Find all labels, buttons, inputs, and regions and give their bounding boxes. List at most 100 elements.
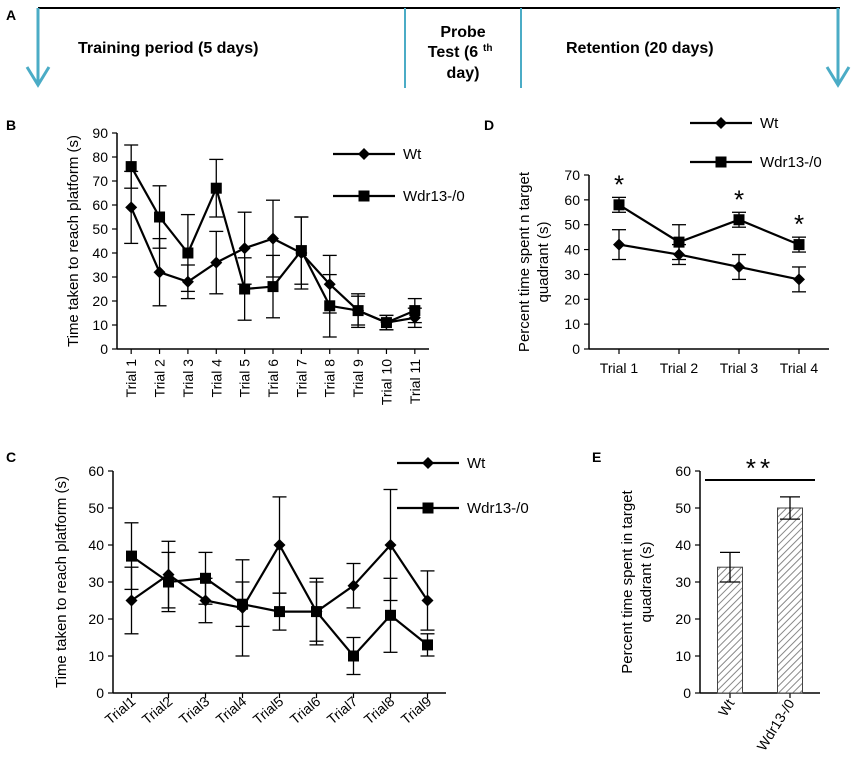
x-tick-label: Trial6 (287, 693, 324, 728)
legend-label: Wdr13-/0 (403, 188, 465, 205)
y-tick-label: 30 (564, 266, 580, 282)
panel-letter-a: A (6, 7, 16, 23)
data-point-square (295, 245, 307, 257)
significance-star: * (794, 209, 804, 239)
y-tick-label: 20 (92, 293, 108, 309)
x-tick-label: Trial 10 (378, 359, 394, 405)
y-tick-label: 0 (100, 341, 108, 357)
data-point-square (673, 236, 685, 248)
y-axis-title: Time taken to reach platform (s) (65, 135, 82, 347)
data-point-square (348, 650, 359, 662)
data-point-diamond (421, 594, 434, 607)
data-point-diamond (125, 594, 138, 607)
data-point-square (274, 606, 285, 618)
legend-label: Wdr13-/0 (760, 154, 822, 171)
y-axis-title: quadrant (s) (535, 222, 552, 303)
data-point-square (200, 572, 211, 584)
x-tick-label: Trial5 (250, 693, 287, 728)
bar (777, 507, 803, 694)
y-tick-label: 80 (92, 149, 108, 165)
legend-marker-square (422, 502, 434, 514)
y-axis-title: quadrant (s) (638, 542, 655, 623)
y-tick-label: 0 (683, 685, 691, 701)
y-axis-title: Time taken to reach platform (s) (53, 476, 70, 688)
timeline-start-arrowhead (25, 66, 51, 88)
data-point-diamond (347, 579, 360, 592)
y-tick-label: 60 (564, 192, 580, 208)
data-point-square (409, 305, 421, 317)
data-point-diamond (238, 242, 251, 255)
x-tick-label: Trial 4 (780, 360, 819, 376)
y-tick-label: 60 (675, 463, 691, 479)
legend-marker-diamond (715, 117, 727, 129)
data-point-diamond (273, 539, 286, 551)
data-point-square (324, 300, 336, 312)
y-tick-label: 10 (88, 648, 104, 664)
series-line-0 (618, 243, 800, 281)
timeline-end-arrowhead (825, 66, 851, 88)
y-tick-label: 40 (564, 242, 580, 258)
chart-d: 0 10 20 30 40 50 60 70 Trial 1 Trial 2 Trial 3 Tria… (516, 115, 829, 376)
x-tick-label: Trial8 (361, 693, 398, 728)
data-point-square (237, 598, 248, 610)
data-point-diamond (793, 273, 805, 286)
legend-label: Wt (760, 115, 779, 132)
y-tick-label: 40 (92, 245, 108, 261)
y-tick-label: 30 (88, 574, 104, 590)
x-tick-label: Trial9 (398, 693, 435, 728)
chart-e: 0 10 20 30 40 50 60 Wt Wdr13-/0 Percent time spen… (619, 453, 820, 753)
x-tick-label: Trial 5 (237, 359, 253, 398)
significance-star: * (614, 169, 624, 199)
y-tick-label: 40 (675, 537, 691, 553)
data-point-square (210, 182, 222, 194)
y-tick-label: 0 (96, 685, 104, 701)
x-tick-label: Trial 3 (180, 359, 196, 398)
x-tick-label: Wt (715, 696, 738, 719)
data-point-square (422, 639, 433, 651)
x-tick-label: Trial 2 (660, 360, 699, 376)
x-tick-label: Trial7 (324, 693, 361, 728)
probe-test-label: Test (6 (428, 44, 478, 61)
x-tick-label: Trial 4 (208, 359, 224, 398)
x-tick-label: Wdr13-/0 (753, 696, 797, 753)
probe-day-label: day) (447, 65, 480, 82)
y-tick-label: 50 (92, 221, 108, 237)
probe-superscript: th (483, 43, 492, 54)
data-point-square (239, 283, 251, 295)
x-tick-label: Trial1 (102, 693, 139, 728)
bar (717, 566, 743, 694)
x-tick-label: Trial 3 (720, 360, 759, 376)
legend-marker-square (715, 156, 727, 168)
significance-star: * (734, 184, 744, 214)
x-tick-label: Trial 1 (123, 359, 139, 398)
panel-letter-c: C (6, 449, 16, 465)
y-tick-label: 20 (564, 291, 580, 307)
retention-label: Retention (20 days) (566, 40, 714, 57)
panel-letter-d: D (484, 117, 494, 133)
y-tick-label: 40 (88, 537, 104, 553)
data-point-square (182, 247, 194, 259)
data-point-diamond (267, 232, 279, 245)
y-tick-label: 60 (92, 197, 108, 213)
x-tick-label: Trial 1 (600, 360, 639, 376)
y-tick-label: 10 (675, 648, 691, 664)
y-tick-label: 60 (88, 463, 104, 479)
data-point-square (311, 606, 322, 618)
y-tick-label: 90 (92, 125, 108, 141)
data-point-diamond (613, 238, 625, 251)
data-point-square (733, 214, 745, 226)
x-tick-label: Trial 7 (293, 359, 309, 398)
x-tick-label: Trial 9 (350, 359, 366, 398)
data-point-square (163, 576, 174, 588)
x-tick-label: Trial 11 (407, 359, 423, 404)
data-point-diamond (210, 256, 223, 269)
y-axis-title: Percent time spent n target (516, 171, 533, 352)
legend-marker-diamond (422, 457, 434, 469)
data-point-diamond (733, 260, 745, 273)
legend-label: Wdr13-/0 (467, 500, 529, 517)
y-tick-label: 70 (92, 173, 108, 189)
y-tick-label: 10 (92, 317, 108, 333)
y-axis-title: Percent time spent in target (619, 489, 636, 673)
